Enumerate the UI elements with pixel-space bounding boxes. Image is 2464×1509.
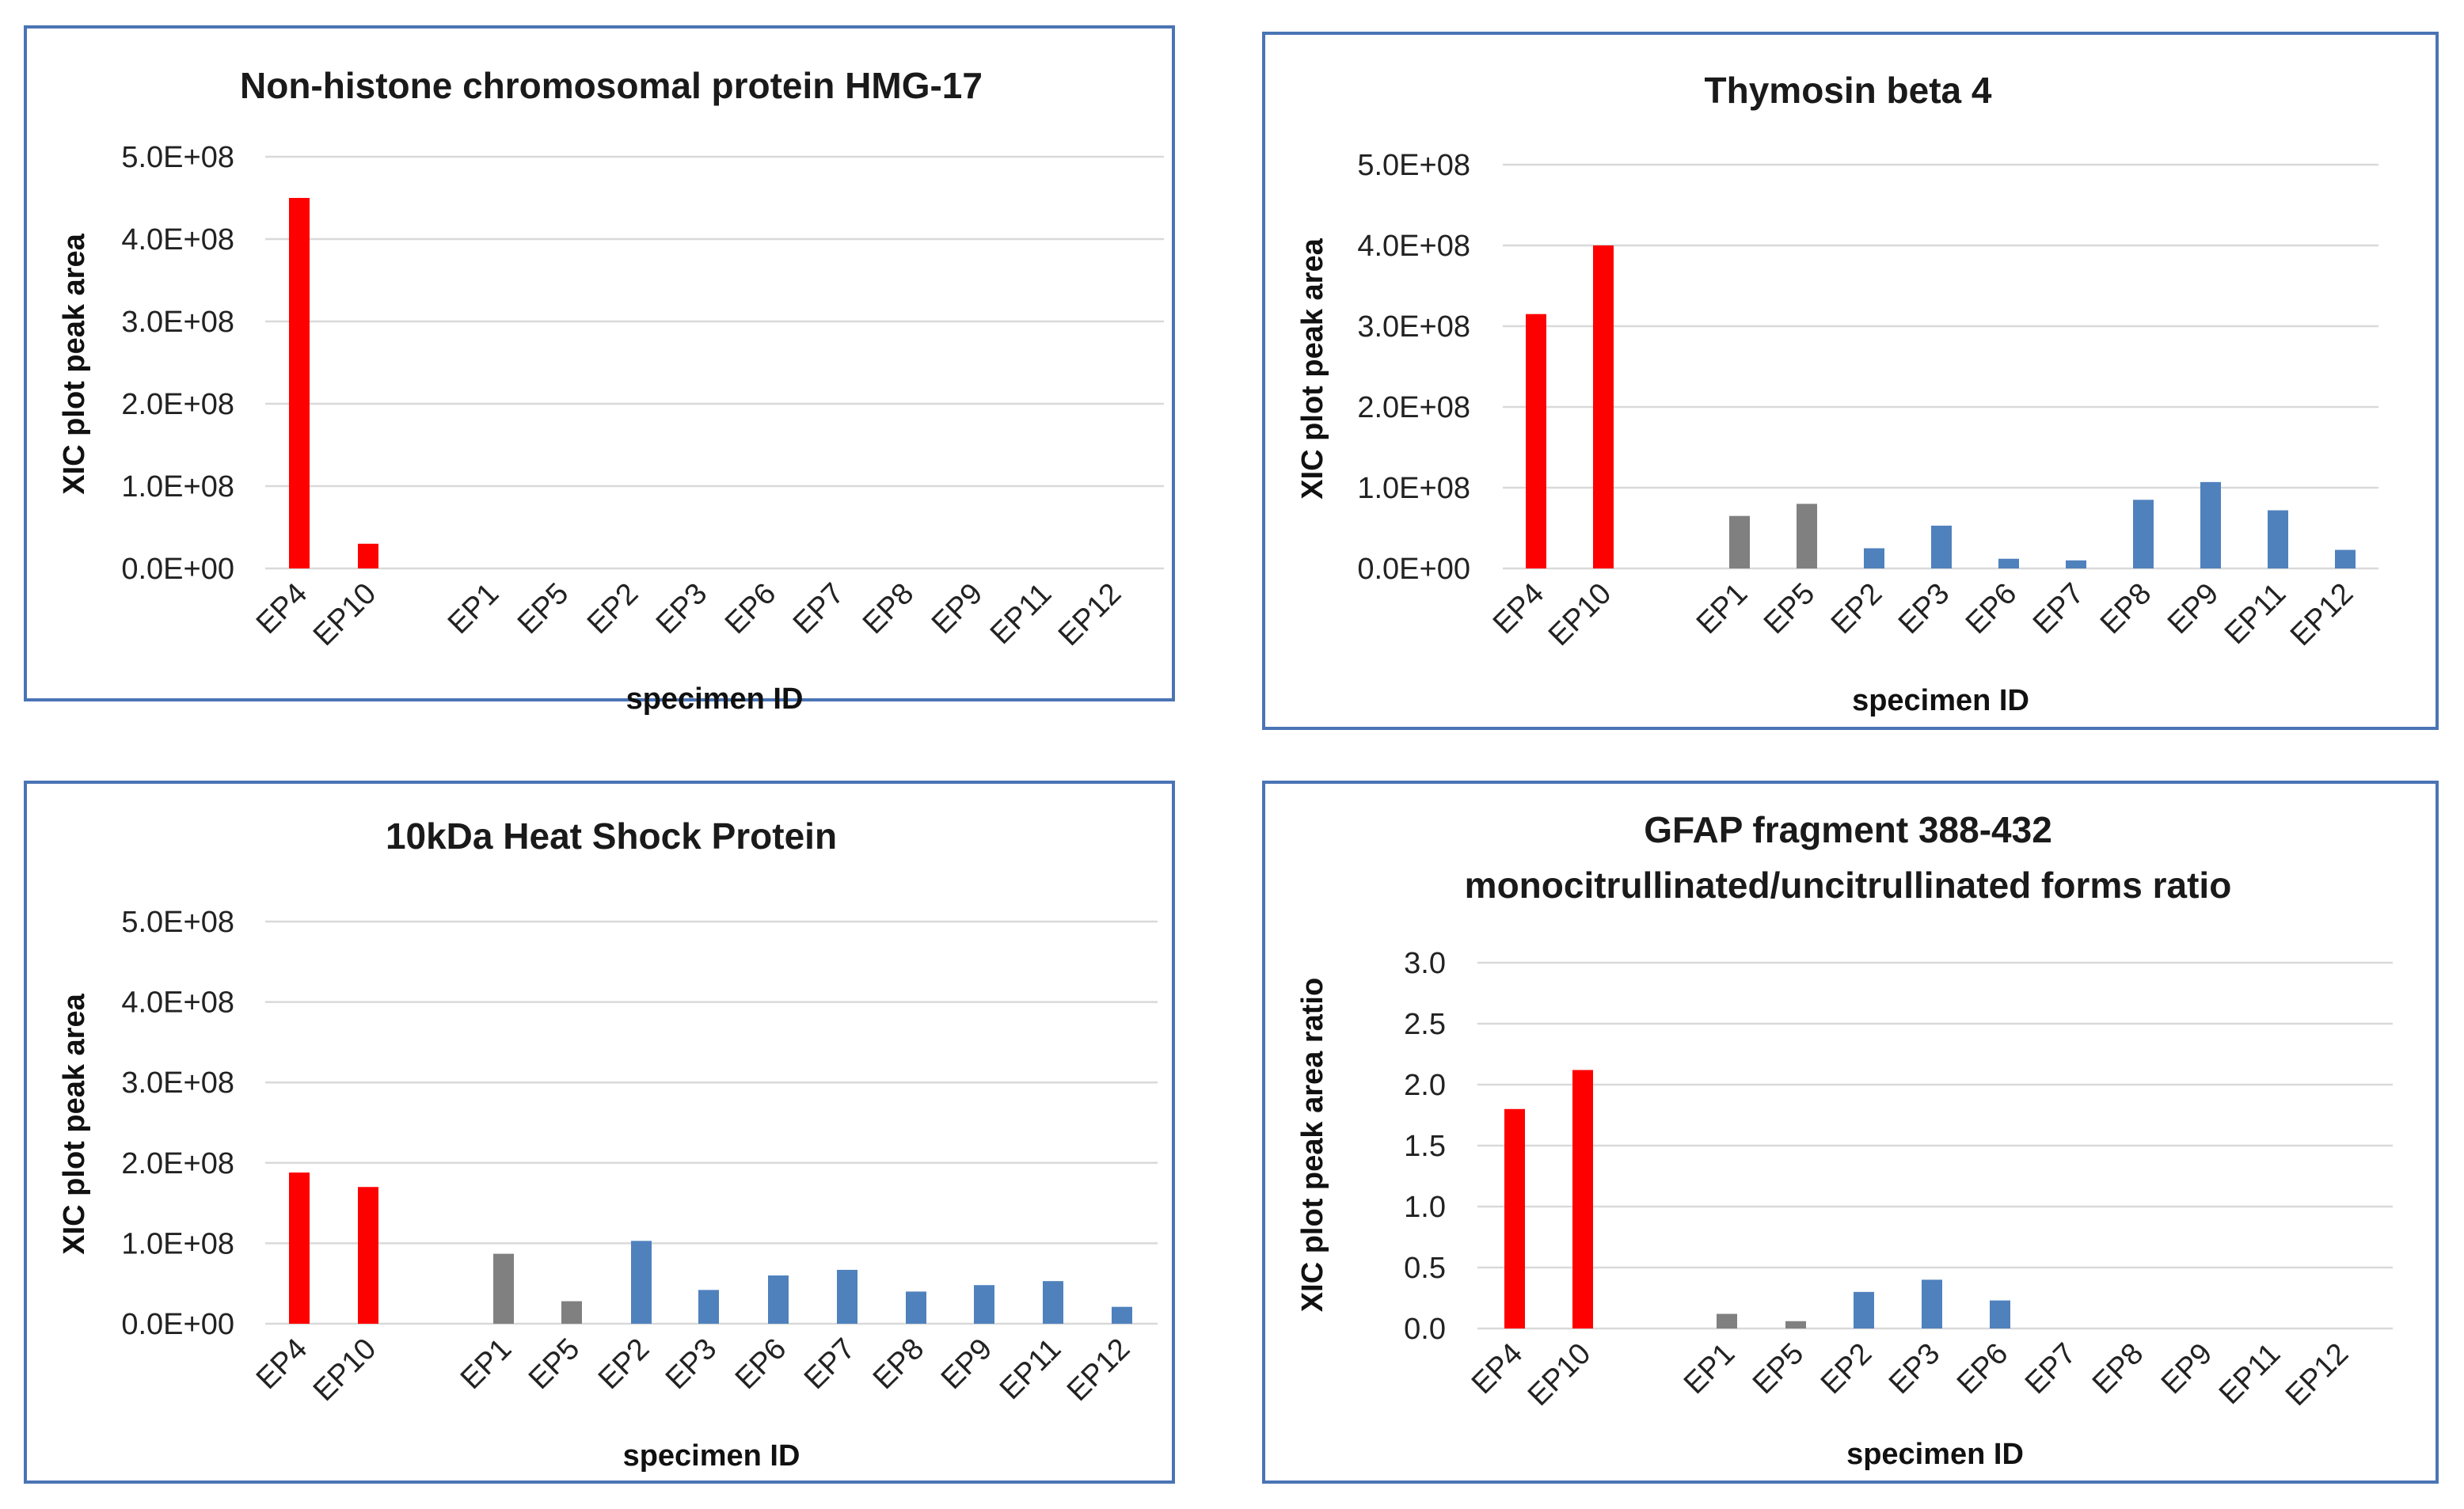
chart-title: 10kDa Heat Shock Protein	[386, 815, 837, 857]
y-tick-label: 4.0E+08	[121, 986, 234, 1020]
bar-EP2	[1864, 548, 1884, 568]
bar-EP2	[631, 1241, 652, 1324]
chart-title: Non-histone chromosomal protein HMG-17	[240, 65, 983, 106]
chart-title: GFAP fragment 388-432	[1644, 809, 2052, 850]
chart-title: Thymosin beta 4	[1705, 70, 1992, 111]
bar-EP3	[1931, 525, 1952, 568]
y-tick-label: 0.0E+00	[121, 1308, 234, 1341]
bar-EP5	[561, 1301, 582, 1324]
bar-EP8	[906, 1291, 926, 1324]
bar-EP5	[1785, 1321, 1806, 1328]
y-tick-label: 1.0E+08	[121, 470, 234, 504]
y-tick-label: 1.0E+08	[1357, 472, 1470, 505]
bar-EP9	[974, 1285, 994, 1324]
bar-EP1	[493, 1253, 514, 1324]
y-tick-label: 5.0E+08	[1357, 149, 1470, 182]
x-axis-label: specimen ID	[623, 1439, 800, 1473]
y-tick-label: 1.5	[1404, 1130, 1446, 1163]
bar-EP1	[1717, 1313, 1737, 1328]
chart-panel-3: 10kDa Heat Shock Protein 0.0E+00 1.0E+08 2.…	[24, 781, 1175, 1484]
y-tick-label: 0.0E+00	[1357, 553, 1470, 586]
x-axis-label: specimen ID	[626, 682, 804, 716]
bar-EP4	[289, 198, 310, 568]
bar-EP1	[1729, 515, 1750, 568]
chart-frame	[1262, 781, 2439, 1484]
bar-EP4	[1504, 1108, 1525, 1328]
chart-panel-4: GFAP fragment 388-432 monocitrullinated/u…	[1262, 781, 2439, 1484]
y-tick-label: 3.0E+08	[1357, 310, 1470, 344]
bar-EP5	[1797, 504, 1817, 568]
bar-EP11	[1043, 1281, 1063, 1324]
y-tick-label: 3.0E+08	[121, 1066, 234, 1100]
bar-EP10	[1593, 245, 1614, 568]
bar-EP6	[1990, 1300, 2010, 1328]
y-tick-label: 0.5	[1404, 1252, 1446, 1285]
chart-panel-2: Thymosin beta 4 0.0E+00 1.0E+08 2.0E+08 3.0E…	[1262, 32, 2439, 730]
chart-frame	[24, 25, 1175, 701]
bar-EP2	[1854, 1291, 1874, 1328]
y-tick-label: 5.0E+08	[121, 141, 234, 174]
x-axis-label: specimen ID	[1852, 684, 2029, 717]
bar-EP7	[837, 1269, 857, 1324]
bar-EP4	[289, 1172, 310, 1324]
y-tick-label: 3.0	[1404, 947, 1446, 980]
y-tick-label: 4.0E+08	[121, 223, 234, 257]
bar-EP7	[2066, 560, 2086, 568]
bar-EP12	[2335, 549, 2356, 568]
y-tick-label: 1.0	[1404, 1191, 1446, 1224]
bar-EP10	[1572, 1070, 1593, 1328]
bar-EP6	[1998, 558, 2019, 568]
bar-EP10	[358, 543, 378, 568]
y-axis-label: XIC plot peak area	[58, 233, 91, 494]
bar-EP12	[1112, 1306, 1132, 1324]
bar-EP9	[2200, 481, 2221, 568]
bar-EP6	[768, 1275, 789, 1324]
bar-EP3	[698, 1290, 719, 1324]
bar-EP10	[358, 1187, 378, 1324]
y-axis-label: XIC plot peak area	[58, 993, 91, 1254]
chart-title: monocitrullinated/uncitrullinated forms …	[1465, 865, 2232, 906]
chart-frame	[1262, 32, 2439, 730]
y-tick-label: 5.0E+08	[121, 906, 234, 939]
y-tick-label: 1.0E+08	[121, 1227, 234, 1260]
y-tick-label: 2.0E+08	[121, 1147, 234, 1180]
y-tick-label: 0.0	[1404, 1313, 1446, 1346]
y-tick-label: 2.0	[1404, 1069, 1446, 1102]
chart-frame	[24, 781, 1175, 1484]
y-tick-label: 2.0E+08	[1357, 391, 1470, 424]
y-tick-label: 3.0E+08	[121, 306, 234, 339]
bar-EP11	[2268, 510, 2288, 568]
chart-panel-1: Non-histone chromosomal protein HMG-17 0.…	[24, 25, 1175, 716]
bar-EP8	[2133, 500, 2154, 568]
bar-EP4	[1526, 314, 1546, 568]
y-tick-label: 2.5	[1404, 1008, 1446, 1041]
bar-EP3	[1922, 1279, 1942, 1328]
y-tick-label: 4.0E+08	[1357, 230, 1470, 263]
y-tick-label: 0.0E+00	[121, 553, 234, 586]
x-axis-label: specimen ID	[1846, 1438, 2024, 1471]
y-axis-label: XIC plot peak area	[1296, 238, 1329, 499]
y-axis-label: XIC plot peak area ratio	[1296, 978, 1329, 1312]
y-tick-label: 2.0E+08	[121, 388, 234, 421]
